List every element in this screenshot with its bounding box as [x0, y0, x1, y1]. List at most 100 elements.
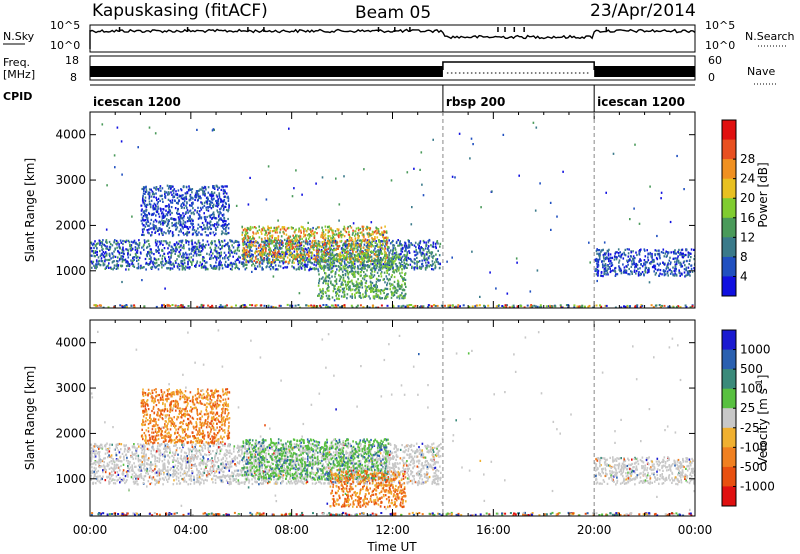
power-echo-cell — [261, 266, 263, 269]
power-echo-cell — [257, 259, 260, 262]
power-echo-cell — [664, 252, 667, 255]
power-echo-cell — [343, 266, 345, 269]
power-echo-cell — [368, 231, 370, 234]
power-echo-cell — [311, 241, 313, 244]
power-echo-cell — [321, 226, 323, 229]
power-echo-cell — [259, 261, 261, 264]
power-echo-cell — [343, 256, 345, 259]
power-echo-cell — [299, 250, 302, 253]
power-echo-cell — [104, 267, 107, 270]
power-echo-cell — [118, 243, 120, 246]
power-echo-cell — [291, 259, 294, 262]
power-echo-cell — [277, 248, 280, 251]
power-echo-cell — [270, 242, 272, 245]
power-echo-cell — [386, 282, 389, 285]
power-echo-cell — [217, 256, 220, 260]
power-echo-cell — [404, 249, 406, 253]
power-echo-cell — [356, 258, 359, 262]
power-echo-cell — [255, 227, 257, 230]
power-echo-cell — [344, 248, 346, 251]
power-echo-cell — [653, 258, 655, 262]
power-echo-cell — [261, 229, 264, 232]
power-echo-cell — [353, 275, 355, 278]
power-echo-cell — [141, 246, 143, 249]
power-echo-cell — [407, 263, 409, 267]
power-echo-cell — [324, 254, 327, 258]
power-echo-cell — [137, 267, 139, 270]
power-echo-cell — [436, 240, 439, 243]
power-echo-cell — [620, 269, 622, 272]
power-echo-cell — [248, 253, 251, 256]
power-echo-cell — [192, 248, 194, 251]
power-echo-cell — [395, 263, 397, 266]
power-echo-cell — [234, 249, 237, 252]
power-echo-cell — [363, 275, 366, 278]
power-scatter-cell — [270, 239, 272, 242]
power-echo-cell — [203, 259, 206, 263]
power-echo-cell — [369, 268, 372, 271]
power-echo-cell — [346, 257, 349, 260]
power-echo-cell — [182, 219, 185, 222]
power-echo-cell — [159, 254, 162, 257]
power-echo-cell — [258, 225, 260, 228]
power-echo-cell — [318, 277, 321, 281]
power-echo-cell — [673, 269, 676, 272]
power-echo-cell — [148, 188, 151, 191]
power-echo-cell — [298, 237, 301, 240]
power-echo-cell — [427, 256, 430, 259]
power-echo-cell — [271, 261, 274, 264]
power-echo-cell — [622, 263, 624, 266]
power-scatter-cell — [529, 290, 532, 293]
power-echo-cell — [315, 267, 318, 270]
power-echo-cell — [194, 252, 196, 255]
power-echo-cell — [246, 228, 248, 231]
power-echo-cell — [274, 231, 277, 234]
power-scatter-cell — [612, 152, 615, 155]
power-echo-cell — [303, 230, 305, 233]
power-echo-cell — [115, 264, 118, 267]
power-echo-cell — [404, 278, 407, 281]
power-echo-cell — [200, 208, 203, 211]
power-echo-cell — [117, 267, 119, 270]
power-echo-cell — [292, 256, 294, 259]
power-echo-cell — [337, 289, 340, 292]
power-echo-cell — [204, 261, 207, 264]
power-echo-cell — [258, 228, 261, 231]
power-echo-cell — [653, 266, 656, 269]
power-echo-cell — [359, 283, 362, 286]
power-echo-cell — [160, 242, 162, 245]
power-echo-cell — [247, 227, 249, 230]
power-echo-cell — [191, 249, 193, 253]
power-echo-cell — [346, 297, 348, 300]
power-echo-cell — [251, 249, 253, 252]
power-echo-cell — [268, 248, 270, 251]
power-scatter-cell — [105, 228, 108, 231]
power-echo-cell — [249, 255, 251, 258]
power-echo-cell — [268, 240, 271, 243]
power-echo-cell — [190, 260, 192, 263]
power-echo-cell — [614, 270, 617, 273]
power-echo-cell — [403, 278, 406, 281]
power-echo-cell — [606, 272, 609, 275]
power-echo-cell — [611, 269, 614, 272]
power-echo-cell — [167, 220, 170, 223]
power-echo-cell — [401, 276, 403, 279]
power-echo-cell — [380, 272, 382, 275]
power-echo-cell — [347, 246, 349, 250]
date-title: 23/Apr/2014 — [590, 1, 696, 21]
power-echo-cell — [639, 273, 642, 277]
power-echo-cell — [420, 254, 423, 257]
power-echo-cell — [370, 286, 372, 290]
power-echo-cell — [148, 228, 150, 231]
power-echo-cell — [145, 188, 148, 191]
power-echo-cell — [127, 264, 129, 267]
power-echo-cell — [179, 221, 182, 224]
power-echo-cell — [162, 216, 165, 219]
power-echo-cell — [116, 246, 118, 249]
power-echo-cell — [133, 240, 135, 243]
power-echo-cell — [143, 248, 145, 251]
power-echo-cell — [375, 289, 377, 292]
power-echo-cell — [121, 258, 124, 261]
power-echo-cell — [347, 244, 350, 247]
power-echo-cell — [143, 199, 146, 202]
